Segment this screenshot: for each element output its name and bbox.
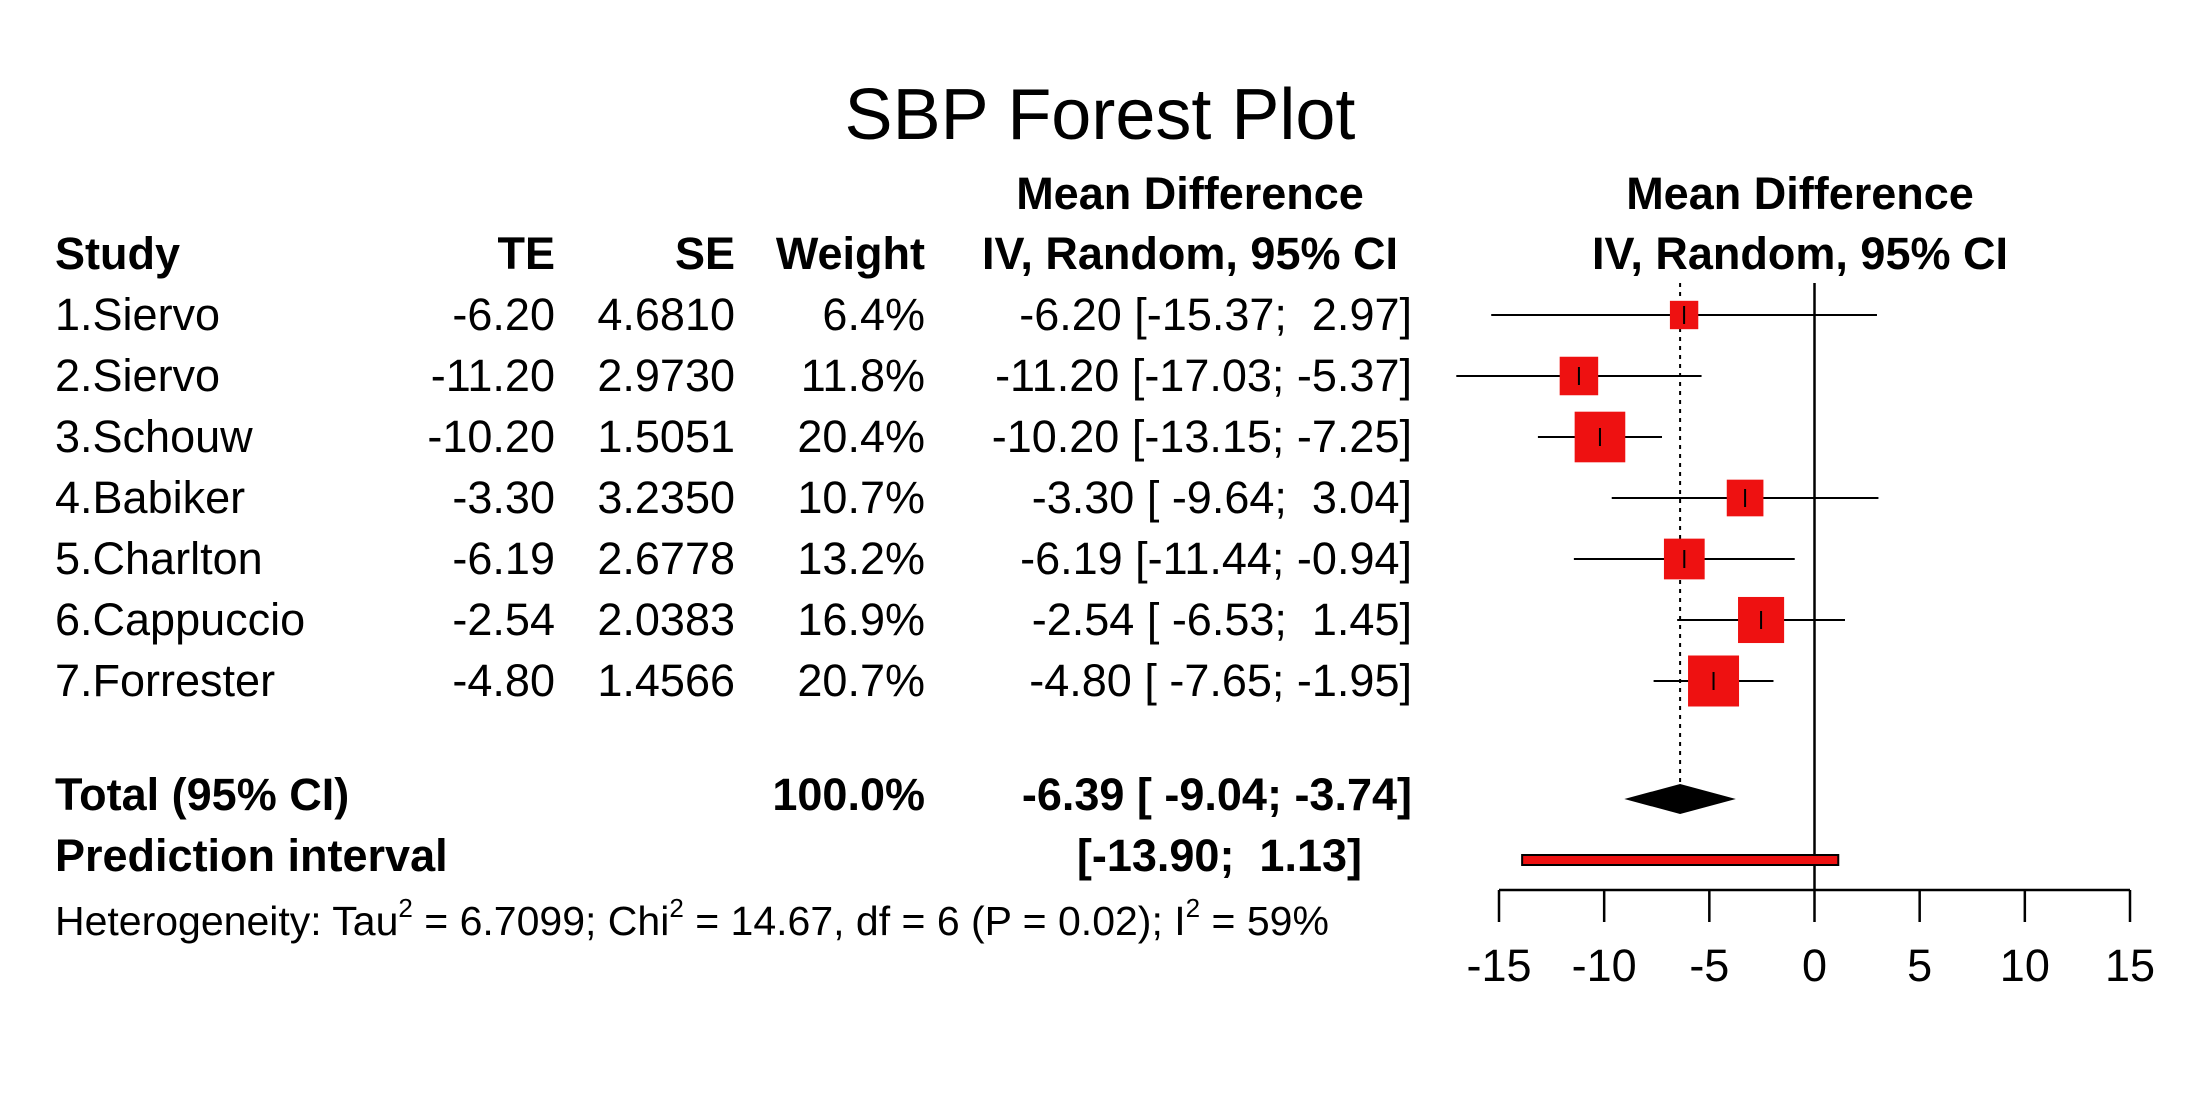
total-weight: 100.0% (772, 769, 925, 820)
header-ci-line2: IV, Random, 95% CI (982, 228, 1398, 279)
chart-title: SBP Forest Plot (844, 75, 1356, 155)
study-te: -11.20 (430, 350, 555, 401)
study-se: 3.2350 (597, 472, 735, 523)
study-weight: 13.2% (797, 533, 925, 584)
study-te: -3.30 (452, 472, 555, 523)
study-te: -10.20 (427, 411, 555, 462)
study-ci: -10.20 [-13.15; -7.25] (991, 411, 1412, 462)
header-weight: Weight (775, 228, 925, 279)
plot-header-line2: IV, Random, 95% CI (1592, 228, 2008, 279)
study-ci: -6.19 [-11.44; -0.94] (1020, 533, 1412, 584)
study-weight: 11.8% (800, 350, 925, 401)
study-te: -4.80 (452, 655, 555, 706)
study-te: -6.19 (452, 533, 555, 584)
x-tick-label: 5 (1907, 940, 1932, 991)
study-weight: 20.7% (797, 655, 925, 706)
heterogeneity-text: Heterogeneity: Tau2 = 6.7099; Chi2 = 14.… (55, 893, 1329, 944)
header-study: Study (55, 228, 181, 279)
total-ci: -6.39 [ -9.04; -3.74] (1021, 769, 1412, 820)
study-weight: 20.4% (797, 411, 925, 462)
header-te: TE (497, 228, 555, 279)
total-label: Total (95% CI) (55, 769, 350, 820)
prediction-interval-bar (1521, 854, 1840, 866)
study-ci: -6.20 [-15.37; 2.97] (1019, 289, 1412, 340)
pooled-diamond (1624, 784, 1736, 814)
study-se: 1.5051 (597, 411, 735, 462)
study-label: 1.Siervo (55, 289, 221, 340)
plot-header-line1: Mean Difference (1626, 168, 1974, 219)
study-weight: 16.9% (797, 594, 925, 645)
study-se: 2.6778 (597, 533, 735, 584)
prediction-label: Prediction interval (55, 830, 448, 881)
x-tick-label: -15 (1466, 940, 1531, 991)
study-ci: -4.80 [ -7.65; -1.95] (1029, 655, 1412, 706)
study-label: 2.Siervo (55, 350, 221, 401)
study-te: -6.20 (452, 289, 555, 340)
study-se: 1.4566 (597, 655, 735, 706)
x-tick-label: -10 (1572, 940, 1637, 991)
study-se: 2.9730 (597, 350, 735, 401)
study-te: -2.54 (452, 594, 555, 645)
x-tick-label: 0 (1802, 940, 1827, 991)
study-weight: 6.4% (822, 289, 925, 340)
study-label: 3.Schouw (55, 411, 253, 462)
study-se: 2.0383 (597, 594, 735, 645)
study-label: 7.Forrester (55, 655, 276, 706)
study-weight: 10.7% (797, 472, 925, 523)
x-tick-label: -5 (1689, 940, 1729, 991)
study-label: 4.Babiker (55, 472, 246, 523)
x-tick-label: 10 (2000, 940, 2050, 991)
x-tick-label: 15 (2105, 940, 2155, 991)
study-label: 6.Cappuccio (55, 594, 306, 645)
header-se: SE (674, 228, 735, 279)
study-se: 4.6810 (597, 289, 735, 340)
header-ci-line1: Mean Difference (1016, 168, 1364, 219)
study-ci: -2.54 [ -6.53; 1.45] (1031, 594, 1412, 645)
study-ci: -3.30 [ -9.64; 3.04] (1031, 472, 1412, 523)
study-label: 5.Charlton (55, 533, 263, 584)
prediction-ci: [-13.90; 1.13] (1076, 830, 1362, 881)
study-ci: -11.20 [-17.03; -5.37] (995, 350, 1412, 401)
